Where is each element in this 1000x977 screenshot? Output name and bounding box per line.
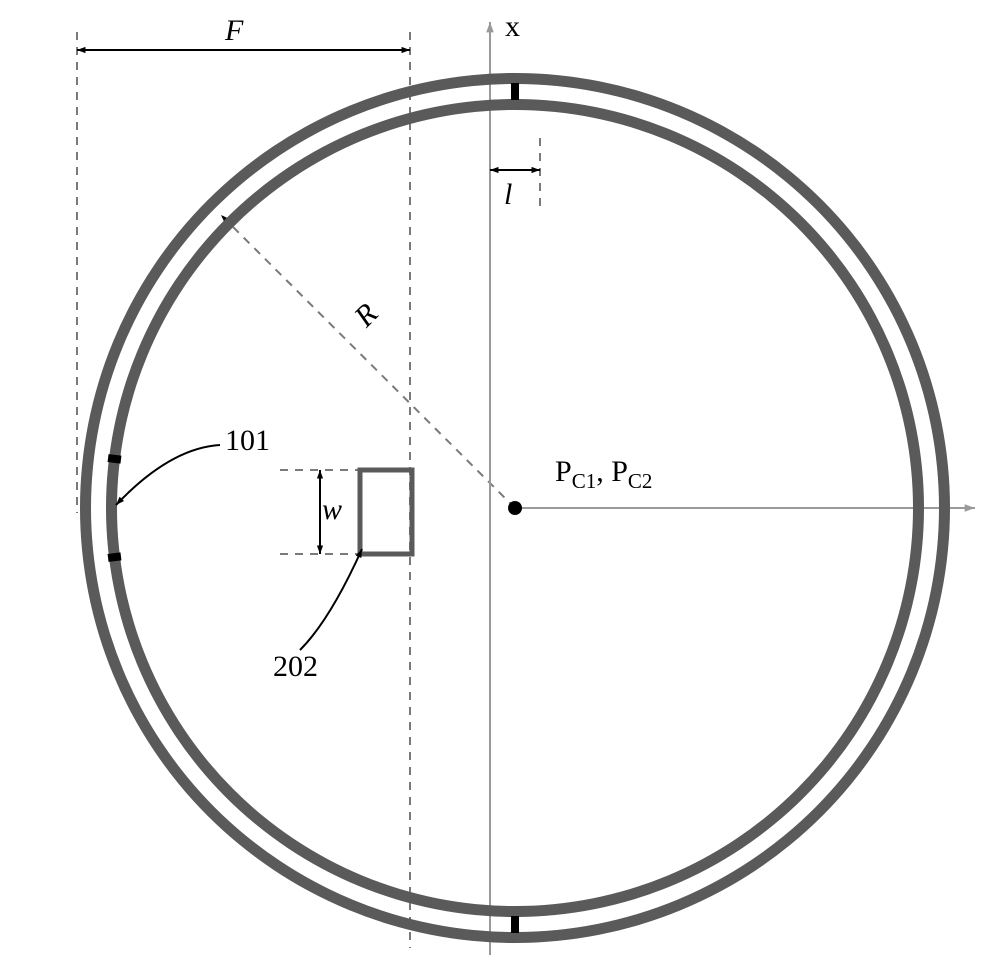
dim-label-F: F — [225, 14, 243, 48]
diagram-stage: x F l R w 101 202 PC1, PC2 — [0, 0, 1000, 977]
ref-label-101: 101 — [225, 424, 270, 458]
diagram-svg — [0, 0, 1000, 977]
center-label-Pc: PC1, PC2 — [555, 455, 652, 494]
ref-label-202: 202 — [273, 650, 318, 684]
center-dot — [508, 501, 522, 515]
dim-label-l: l — [504, 178, 512, 212]
detail-rect-202 — [360, 470, 412, 554]
dim-label-w: w — [322, 493, 342, 527]
axis-label-x: x — [505, 10, 520, 44]
